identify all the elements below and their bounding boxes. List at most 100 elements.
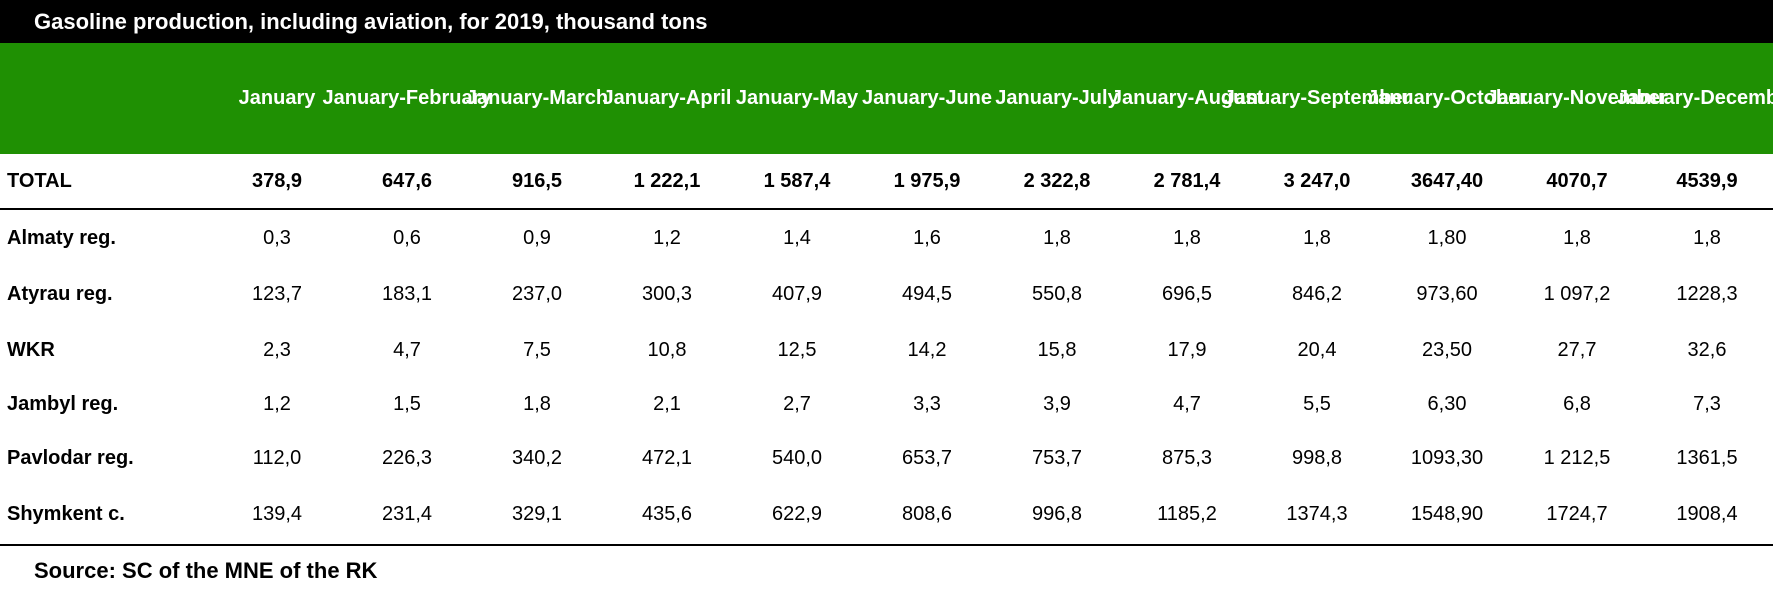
- table-cell: 237,0: [511, 282, 563, 305]
- table-cell: 1724,7: [1546, 502, 1608, 525]
- table-cell: 973,60: [1416, 282, 1478, 305]
- table-cell: 32,6: [1687, 338, 1727, 361]
- row-label: TOTAL: [7, 169, 72, 192]
- column-header: January- April: [602, 43, 732, 154]
- table-cell: 27,7: [1557, 338, 1597, 361]
- column-header-line: January-: [995, 87, 1079, 109]
- column-header-line: January-: [735, 87, 820, 109]
- table-cell: 1 222,1: [633, 169, 701, 192]
- column-header-line: February: [405, 87, 492, 109]
- table-cell: 0,3: [263, 226, 291, 249]
- table-cell: 846,2: [1291, 282, 1343, 305]
- table-cell: 20,4: [1297, 338, 1337, 361]
- table-cell: 3,3: [913, 392, 941, 415]
- column-header: January- November: [1486, 43, 1667, 154]
- row-label: Almaty reg.: [7, 226, 116, 249]
- table-cell: 753,7: [1031, 446, 1083, 469]
- table-cell: 1 212,5: [1543, 446, 1611, 469]
- table-cell: 1374,3: [1286, 502, 1348, 525]
- table-cell: 1548,90: [1410, 502, 1484, 525]
- column-header-line: December: [1700, 87, 1773, 109]
- table-header: January January- February January- March Janu…: [0, 43, 1773, 154]
- table-cell: 1,4: [783, 226, 811, 249]
- table-cell: 23,50: [1421, 338, 1473, 361]
- table-cell: 1185,2: [1157, 502, 1217, 525]
- column-header-line: September: [1307, 87, 1411, 109]
- column-header-line: January: [238, 87, 316, 109]
- column-header-line: January-: [1486, 87, 1570, 109]
- table-cell: 1,80: [1427, 226, 1467, 249]
- table-cell: 1228,3: [1676, 282, 1738, 305]
- table-row: Almaty reg. 0,3 0,6 0,9 1,2 1,4 1,6 1,8 1,8 1,8 1,…: [0, 212, 1773, 264]
- column-header: January-December: [1617, 43, 1773, 154]
- row-label: Shymkent c.: [7, 502, 125, 525]
- table-cell: 2,7: [783, 392, 811, 415]
- column-header-line: May: [819, 87, 859, 109]
- column-header-line: January-: [322, 87, 406, 109]
- column-header-line: January-: [1110, 87, 1195, 109]
- column-header: January- September: [1224, 43, 1411, 154]
- table-cell: 3647,40: [1410, 169, 1484, 192]
- column-header-line: July: [1078, 87, 1119, 109]
- table-cell: 5,5: [1303, 392, 1331, 415]
- table-cell: 1,8: [1693, 226, 1721, 249]
- table-row: Atyrau reg. 123,7 183,1 237,0 300,3 407,9 494,…: [0, 268, 1773, 320]
- table-cell: 1 975,9: [893, 169, 961, 192]
- table-cell: 4,7: [393, 338, 421, 361]
- source-note: Source: SC of the MNE of the RK: [34, 558, 378, 583]
- bottom-divider: [0, 544, 1773, 546]
- column-header-line: January-: [1616, 87, 1701, 109]
- table-cell: 3,9: [1043, 392, 1071, 415]
- column-header-line: November: [1569, 87, 1668, 109]
- column-header-line: January-: [465, 87, 550, 109]
- table-row: Pavlodar reg. 112,0 226,3 340,2 472,1 540,0 65…: [0, 432, 1773, 484]
- row-label: Jambyl reg.: [7, 392, 119, 415]
- table-row: Shymkent c. 139,4 231,4 329,1 435,6 622,9 808,…: [0, 488, 1773, 540]
- table-cell: 2,3: [263, 338, 291, 361]
- column-header-line: June: [945, 87, 993, 109]
- column-header-line: January-: [602, 87, 686, 109]
- table-cell: 622,9: [771, 502, 823, 525]
- table-cell: 472,1: [641, 446, 693, 469]
- table-cell: 875,3: [1161, 446, 1213, 469]
- table-cell: 7,3: [1693, 392, 1721, 415]
- table-cell: 996,8: [1031, 502, 1083, 525]
- table-cell: 435,6: [641, 502, 693, 525]
- column-header-line: April: [685, 87, 732, 109]
- row-label: WKR: [7, 338, 55, 361]
- table-cell: 1,8: [1303, 226, 1331, 249]
- table-cell: 226,3: [381, 446, 433, 469]
- table-cell: 696,5: [1161, 282, 1213, 305]
- column-header: January- June: [862, 43, 992, 154]
- column-header: January: [212, 43, 342, 154]
- table-cell: 0,9: [523, 226, 551, 249]
- table-cell: 1,6: [913, 226, 941, 249]
- table-cell: 550,8: [1031, 282, 1083, 305]
- table-cell: 2,1: [653, 392, 681, 415]
- table-cell: 1,2: [653, 226, 681, 249]
- table-cell: 2 322,8: [1023, 169, 1091, 192]
- table-cell: 1 097,2: [1543, 282, 1611, 305]
- total-divider: [0, 208, 1773, 210]
- table-cell: 653,7: [901, 446, 953, 469]
- table-cell: 183,1: [381, 282, 433, 305]
- table-cell: 1,8: [523, 392, 551, 415]
- table-title: Gasoline production, including aviation,…: [0, 0, 1773, 43]
- column-header-line: March: [549, 87, 609, 109]
- table-cell: 0,6: [393, 226, 421, 249]
- table-cell: 1908,4: [1676, 502, 1738, 525]
- table-cell: 6,30: [1427, 392, 1467, 415]
- table-cell: 300,3: [641, 282, 693, 305]
- table-cell: 17,9: [1167, 338, 1207, 361]
- column-header-line: January-: [861, 87, 946, 109]
- table-cell: 647,6: [381, 169, 433, 192]
- table-cell: 2 781,4: [1153, 169, 1221, 192]
- column-header: January- July: [992, 43, 1122, 154]
- table-cell: 4,7: [1173, 392, 1201, 415]
- table-cell: 1,8: [1563, 226, 1591, 249]
- column-header-line: January-: [1366, 87, 1451, 109]
- table-row: WKR 2,3 4,7 7,5 10,8 12,5 14,2 15,8 17,9 20,4 23,5…: [0, 324, 1773, 376]
- table-cell: 916,5: [511, 169, 563, 192]
- table-cell: 4539,9: [1676, 169, 1738, 192]
- column-header-line: October: [1450, 87, 1528, 109]
